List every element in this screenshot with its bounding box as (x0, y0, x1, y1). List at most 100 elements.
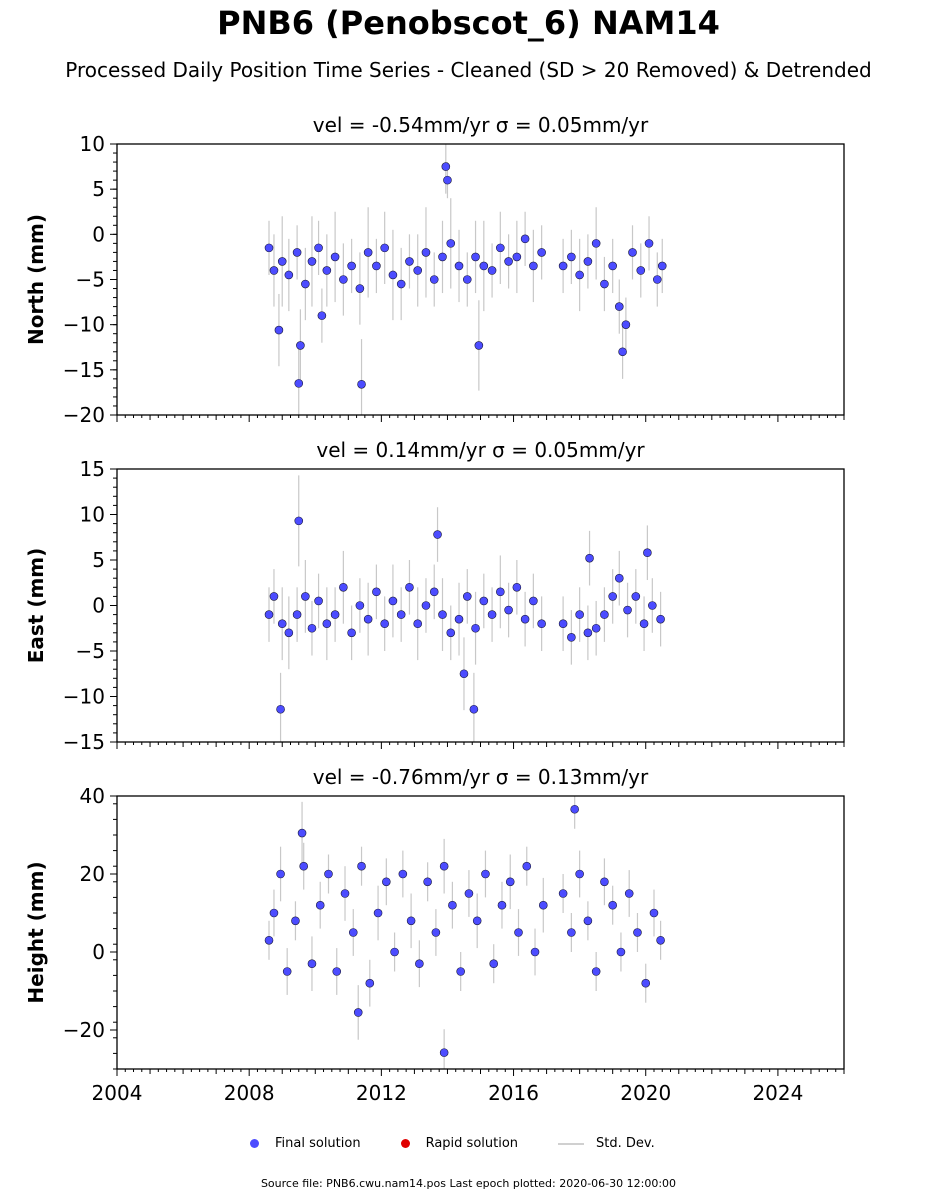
height-x-tick-label: 2024 (752, 1081, 803, 1105)
east-data-point (567, 633, 576, 642)
height-y-tick-label: −20 (63, 1018, 105, 1042)
north-data-point (380, 243, 389, 253)
north-panel-title: vel = -0.54mm/yr σ = 0.05mm/yr (313, 113, 649, 137)
east-data-point (269, 592, 279, 601)
north-data-point (657, 261, 667, 271)
east-data-point (623, 605, 632, 615)
legend: Final solution Rapid solution Std. Dev. (250, 1136, 695, 1151)
height-data-point (406, 916, 416, 926)
height-data-point (538, 900, 548, 910)
north-data-point (636, 266, 646, 275)
height-data-point (575, 869, 584, 879)
east-data-point (583, 628, 593, 638)
height-data-point (264, 935, 274, 945)
north-y-tick-label: 0 (92, 222, 105, 246)
east-data-point (614, 573, 624, 583)
north-data-point (471, 252, 480, 262)
east-y-tick-label: 5 (92, 548, 105, 572)
east-y-tick-label: −10 (63, 685, 105, 709)
east-data-point (471, 623, 480, 633)
east-data-point (388, 596, 398, 606)
north-y-tick-label: −5 (76, 268, 105, 292)
legend-std-marker (558, 1142, 585, 1145)
height-data-point (649, 908, 659, 918)
north-data-point (277, 257, 287, 266)
east-data-point (421, 601, 431, 610)
height-data-point (297, 828, 307, 838)
height-data-point (299, 861, 309, 871)
east-ylabel: East (mm) (24, 548, 48, 664)
north-data-point (307, 257, 317, 266)
north-data-point (301, 279, 310, 289)
height-data-point (558, 889, 568, 898)
height-data-point (340, 889, 350, 898)
height-data-point (497, 900, 507, 910)
height-data-point (269, 908, 279, 918)
north-data-point (284, 270, 294, 280)
north-y-tick-label: −10 (63, 313, 105, 337)
east-data-point (608, 592, 617, 601)
east-data-point (372, 587, 381, 597)
north-data-point (529, 261, 538, 271)
east-data-point (558, 619, 568, 629)
north-data-point (355, 284, 365, 293)
north-data-point (441, 162, 451, 171)
north-data-point (296, 341, 305, 350)
north-data-point (652, 275, 662, 284)
height-data-point (282, 967, 292, 976)
legend-final-marker (250, 1139, 259, 1148)
height-axes-frame (116, 795, 845, 1070)
north-data-point (487, 266, 497, 275)
north-data-point (413, 266, 423, 275)
height-data-point (472, 916, 482, 926)
height-data-point (514, 928, 523, 937)
north-data-point (269, 266, 279, 275)
east-data-point (639, 619, 649, 629)
east-y-tick-label: 0 (92, 594, 105, 618)
east-y-tick-label: 15 (80, 457, 105, 481)
height-x-tick-label: 2004 (92, 1081, 143, 1105)
east-data-point (591, 623, 601, 633)
height-data-point (357, 861, 366, 871)
north-data-point (583, 257, 593, 266)
height-x-tick-label: 2008 (224, 1081, 275, 1105)
legend-std-label: Std. Dev. (596, 1136, 655, 1151)
north-data-point (446, 239, 456, 248)
east-data-point (284, 628, 294, 638)
east-data-point (330, 610, 340, 619)
east-data-point (600, 610, 609, 619)
east-data-point (276, 704, 285, 714)
height-data-point (583, 916, 593, 926)
height-data-point (608, 900, 617, 910)
north-data-point (558, 261, 568, 271)
east-data-point (405, 582, 414, 592)
north-data-point (429, 275, 439, 284)
height-data-point (448, 900, 457, 910)
height-panel-title: vel = -0.76mm/yr σ = 0.13mm/yr (313, 765, 649, 789)
height-data-point (464, 889, 474, 898)
legend-final-label: Final solution (275, 1136, 361, 1151)
height-data-point (439, 861, 449, 871)
height-data-point (522, 861, 532, 871)
height-data-point (431, 928, 441, 937)
north-y-tick-label: 10 (80, 132, 105, 156)
height-data-point (530, 947, 540, 957)
height-data-point (332, 967, 342, 976)
north-data-point (454, 261, 464, 271)
north-data-point (600, 279, 609, 289)
north-data-point (608, 261, 617, 271)
height-data-point (423, 877, 432, 887)
east-data-point (380, 619, 389, 629)
east-data-point (277, 619, 287, 629)
north-data-point (614, 302, 624, 311)
east-data-point (454, 614, 464, 624)
height-data-point (365, 978, 375, 988)
legend-rapid: Rapid solution (400, 1136, 518, 1151)
height-y-tick-label: 0 (92, 940, 105, 964)
north-data-point (575, 270, 584, 280)
height-data-point (591, 967, 601, 976)
east-data-point (355, 601, 365, 610)
north-data-point (372, 261, 381, 271)
north-data-point (405, 257, 414, 266)
north-data-point (537, 248, 546, 257)
